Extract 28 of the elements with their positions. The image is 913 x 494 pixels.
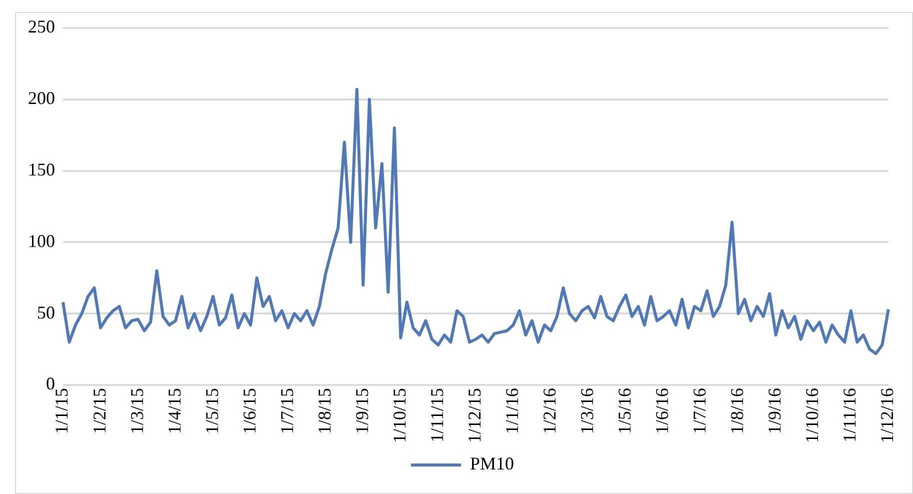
x-tick-label: 1/8/16 — [727, 388, 748, 434]
x-tick-label: 1/7/15 — [276, 388, 297, 434]
x-tick-label: 1/9/16 — [764, 388, 785, 434]
x-tick-label: 1/5/15 — [202, 388, 222, 434]
x-tick-label: 1/8/15 — [314, 388, 334, 434]
y-tick-label: 250 — [28, 16, 55, 37]
x-tick-label: 1/1/16 — [502, 388, 522, 434]
x-tick-label: 1/6/15 — [239, 388, 260, 434]
x-tick-label: 1/12/16 — [877, 388, 898, 444]
x-tick-label: 1/6/16 — [652, 388, 672, 434]
x-tick-label: 1/7/16 — [690, 388, 710, 434]
x-tick-label: 1/12/15 — [464, 388, 484, 444]
x-tick-label: 1/3/15 — [126, 388, 147, 434]
x-tick-label: 1/4/15 — [164, 388, 184, 434]
x-tick-label: 1/5/16 — [614, 388, 635, 434]
x-tick-label: 1/9/15 — [352, 388, 372, 434]
x-tick-label: 1/10/15 — [389, 388, 410, 444]
y-tick-label: 100 — [28, 230, 55, 251]
x-tick-label: 1/2/16 — [539, 388, 560, 434]
x-tick-label: 1/11/15 — [426, 388, 447, 442]
legend-label: PM10 — [470, 454, 514, 474]
x-tick-label: 1/3/16 — [576, 388, 597, 434]
y-tick-label: 50 — [37, 302, 55, 322]
x-tick-label: 1/10/16 — [802, 388, 822, 444]
x-tick-label: 1/2/15 — [89, 388, 110, 434]
y-tick-label: 200 — [28, 88, 55, 108]
y-tick-label: 150 — [28, 160, 55, 180]
x-tick-label: 1/11/16 — [840, 388, 860, 442]
